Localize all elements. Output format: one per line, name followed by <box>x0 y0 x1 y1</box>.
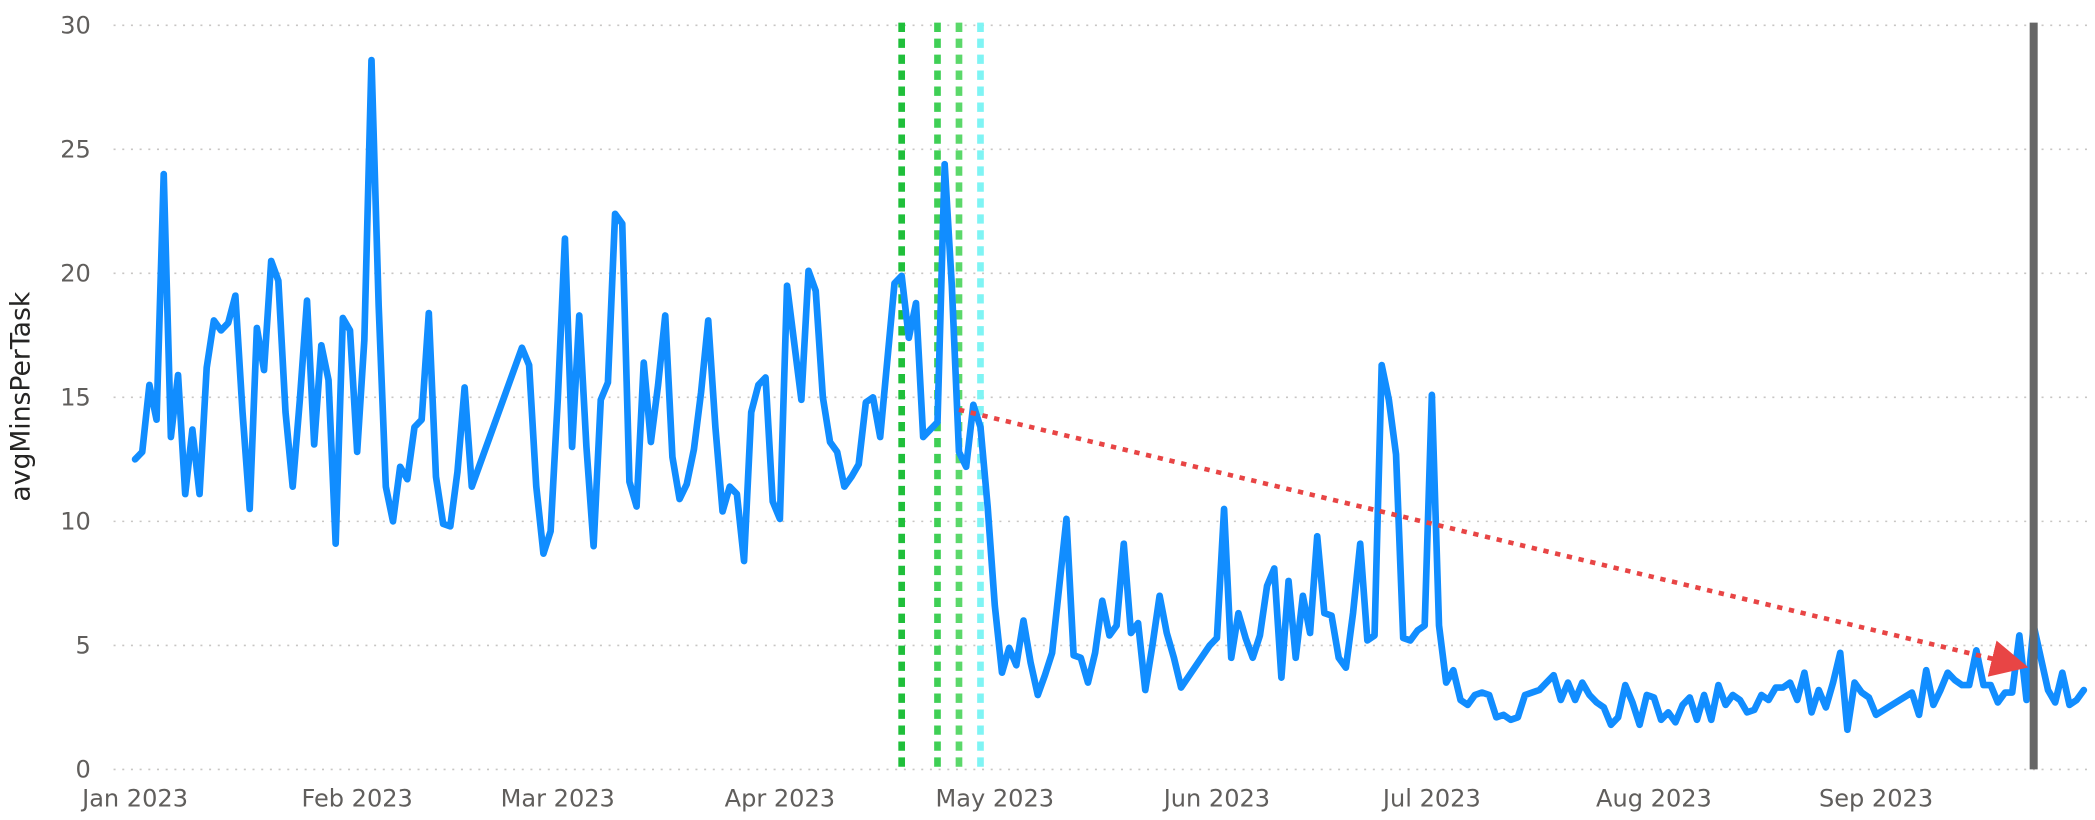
y-tick-label: 15 <box>60 383 91 411</box>
x-tick-label: Mar 2023 <box>501 785 615 813</box>
x-tick-label: May 2023 <box>936 785 1055 813</box>
x-tick-label: Sep 2023 <box>1819 785 1933 813</box>
x-tick-label: Feb 2023 <box>301 785 412 813</box>
x-tick-label: Apr 2023 <box>725 785 835 813</box>
x-tick-label: Jan 2023 <box>80 785 188 813</box>
trend-arrow <box>958 407 2029 677</box>
x-tick-label: Jun 2023 <box>1162 785 1270 813</box>
x-tick-label: Jul 2023 <box>1381 785 1481 813</box>
y-axis-label: avgMinsPerTask <box>5 291 36 501</box>
y-tick-label: 5 <box>76 631 91 659</box>
y-tick-label: 10 <box>60 507 91 535</box>
y-tick-label: 20 <box>60 259 91 287</box>
x-tick-label: Aug 2023 <box>1596 785 1712 813</box>
data-line <box>131 56 2088 734</box>
y-tick-label: 25 <box>60 135 91 163</box>
y-tick-label: 0 <box>76 755 91 783</box>
y-tick-label: 30 <box>60 11 91 39</box>
